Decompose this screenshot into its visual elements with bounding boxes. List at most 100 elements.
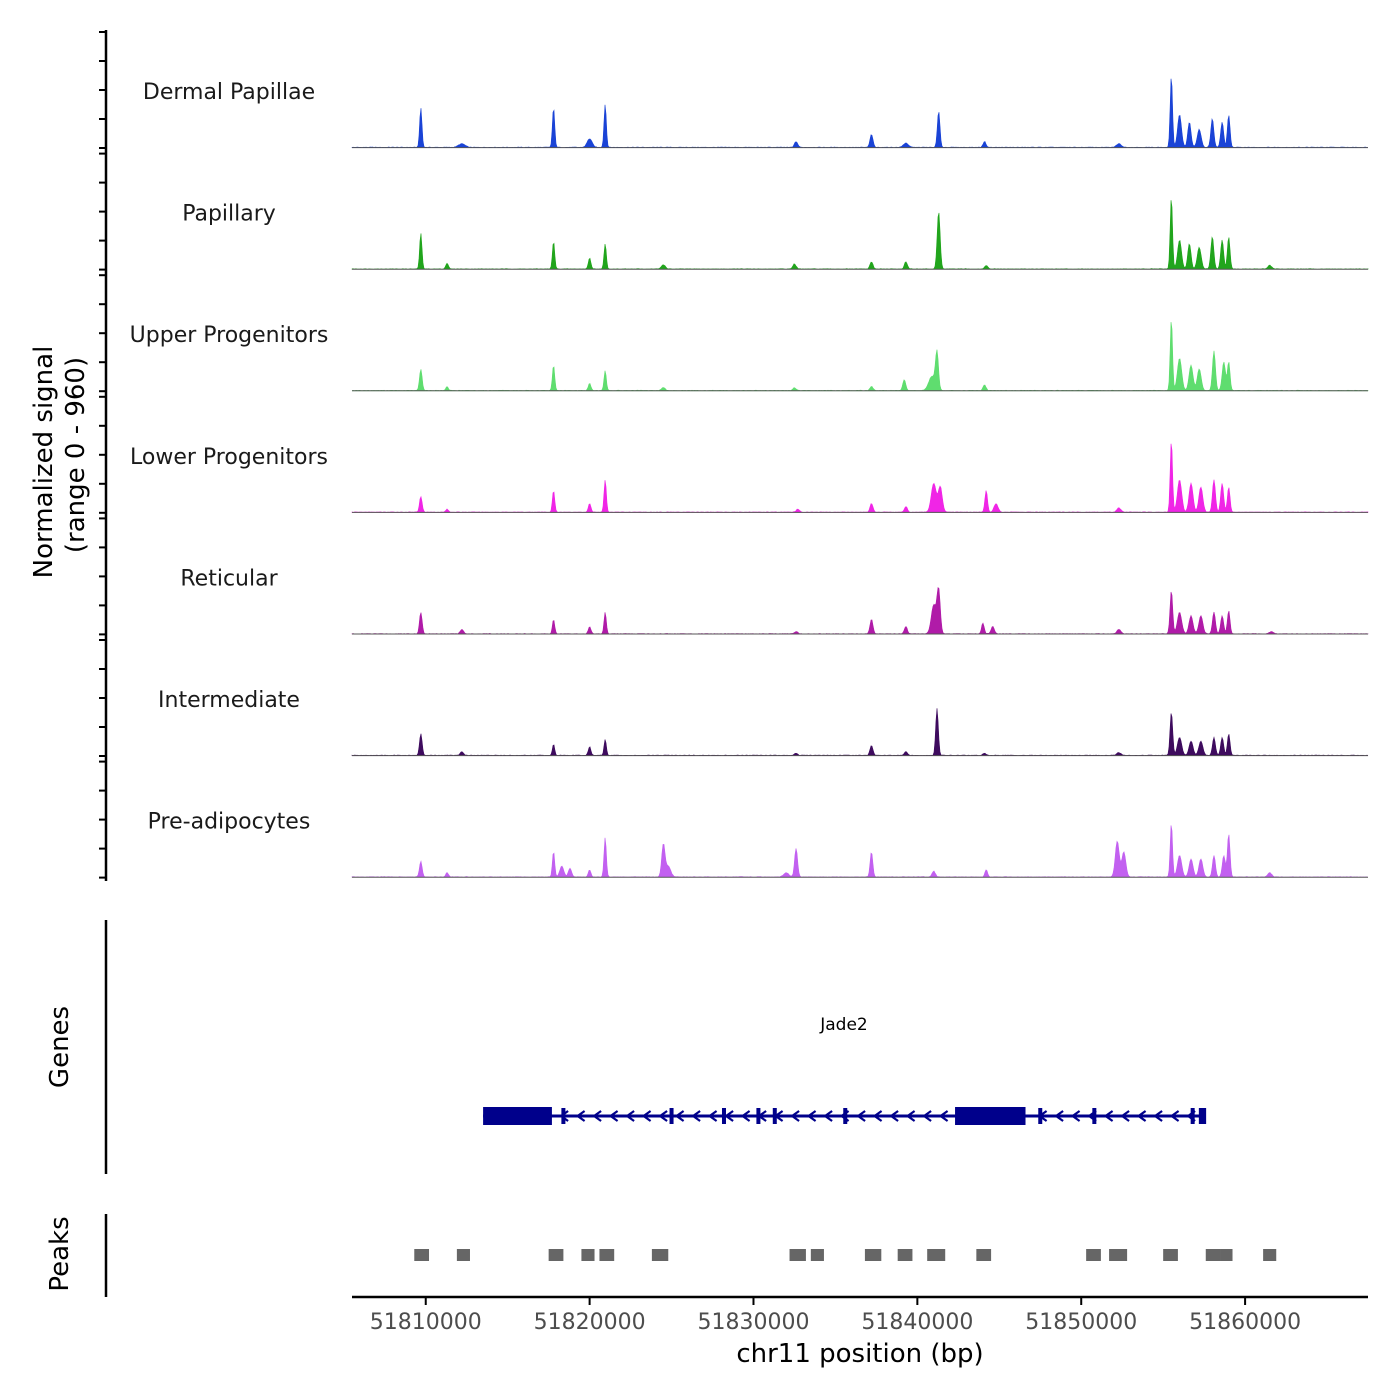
strand-arrow-icon bbox=[674, 1110, 685, 1122]
peak-region bbox=[1220, 1249, 1233, 1261]
gene-label: Jade2 bbox=[819, 1015, 868, 1035]
strand-arrow-icon bbox=[889, 1110, 899, 1122]
strand-arrow-icon bbox=[1087, 1110, 1097, 1122]
strand-arrow-icon bbox=[691, 1110, 701, 1122]
strand-arrow-icon bbox=[625, 1110, 635, 1122]
gene-exon bbox=[1092, 1108, 1097, 1124]
gene-exon bbox=[1190, 1108, 1195, 1124]
strand-arrow-icon bbox=[1186, 1110, 1196, 1122]
strand-arrow-icon bbox=[905, 1110, 916, 1122]
strand-arrow-icon bbox=[790, 1110, 800, 1122]
strand-arrow-icon bbox=[806, 1110, 817, 1122]
peak-region bbox=[789, 1249, 806, 1261]
peak-regions bbox=[414, 1249, 1277, 1261]
gene-exon bbox=[1198, 1108, 1203, 1124]
coverage-y-ticks bbox=[99, 31, 106, 879]
gene-exon bbox=[561, 1108, 566, 1124]
peak-region bbox=[810, 1249, 824, 1261]
track-dermal-papillae: Dermal Papillae bbox=[143, 78, 1368, 149]
strand-arrow-icon bbox=[1070, 1110, 1081, 1122]
peak-region bbox=[1263, 1249, 1277, 1261]
track-signal-area bbox=[351, 322, 1369, 392]
track-papillary: Papillary bbox=[182, 200, 1369, 270]
peaks-axis-title: Peaks bbox=[45, 1216, 75, 1291]
gene-coding-block bbox=[955, 1107, 1026, 1125]
strand-arrow-icon bbox=[1136, 1110, 1147, 1122]
strand-arrow-icon bbox=[856, 1110, 866, 1122]
peak-region bbox=[864, 1249, 882, 1261]
track-lower-progenitors: Lower Progenitors bbox=[130, 443, 1369, 513]
x-tick-label: 51830000 bbox=[697, 1310, 809, 1335]
track-label: Papillary bbox=[182, 202, 276, 227]
peak-region bbox=[1163, 1249, 1178, 1261]
track-label: Upper Progenitors bbox=[130, 323, 329, 348]
strand-arrow-icon bbox=[608, 1110, 619, 1122]
track-signal-area bbox=[351, 708, 1369, 756]
y-axis-title-line2: (range 0 - 960) bbox=[61, 357, 91, 553]
strand-arrow-icon bbox=[1103, 1110, 1114, 1122]
strand-arrow-icon bbox=[559, 1110, 569, 1122]
strand-arrow-icon bbox=[641, 1110, 652, 1122]
track-pre-adipocytes: Pre-adipocytes bbox=[148, 810, 1369, 878]
strand-arrow-icon bbox=[872, 1110, 883, 1122]
strand-arrow-icon bbox=[658, 1110, 668, 1122]
peak-region bbox=[1205, 1249, 1221, 1261]
strand-arrow-icon bbox=[575, 1110, 586, 1122]
track-intermediate: Intermediate bbox=[158, 688, 1369, 757]
peak-region bbox=[414, 1249, 430, 1261]
gene-exon bbox=[669, 1108, 674, 1124]
strand-arrow-icon bbox=[1120, 1110, 1130, 1122]
peak-region bbox=[548, 1249, 564, 1261]
coverage-tracks: Dermal Papillae Papillary Upper Progenitor… bbox=[130, 78, 1369, 878]
track-signal-area bbox=[351, 78, 1368, 148]
x-tick-label: 51810000 bbox=[370, 1310, 482, 1335]
strand-arrow-icon bbox=[707, 1110, 718, 1122]
gene-coding-block bbox=[483, 1107, 552, 1125]
strand-arrow-icon bbox=[1153, 1110, 1163, 1122]
peak-region bbox=[927, 1249, 946, 1261]
strand-arrow-icon bbox=[592, 1110, 602, 1122]
peak-region bbox=[1086, 1249, 1101, 1261]
strand-arrow-icon bbox=[724, 1110, 734, 1122]
strand-arrow-icon bbox=[1169, 1110, 1180, 1122]
gene-exon bbox=[1202, 1108, 1207, 1124]
strand-arrow-icon bbox=[823, 1110, 833, 1122]
track-signal-area bbox=[351, 200, 1369, 270]
genes-axis-title: Genes bbox=[45, 1006, 75, 1088]
x-tick-label: 51840000 bbox=[861, 1310, 973, 1335]
peak-region bbox=[599, 1249, 615, 1261]
peak-region bbox=[1109, 1249, 1128, 1261]
strand-arrow-icon bbox=[938, 1110, 949, 1122]
gene-exon bbox=[843, 1108, 848, 1124]
strand-arrow-icon bbox=[1054, 1110, 1064, 1122]
track-label: Dermal Papillae bbox=[143, 80, 315, 105]
strand-arrow-icon bbox=[1037, 1110, 1048, 1122]
strand-arrow-icon bbox=[922, 1110, 932, 1122]
peak-region bbox=[976, 1249, 992, 1261]
strand-arrow-icon bbox=[757, 1110, 767, 1122]
track-label: Pre-adipocytes bbox=[148, 810, 311, 835]
x-axis-title: chr11 position (bp) bbox=[736, 1339, 983, 1369]
strand-arrow-icon bbox=[773, 1110, 784, 1122]
x-tick-label: 51850000 bbox=[1025, 1310, 1137, 1335]
peak-region bbox=[581, 1249, 595, 1261]
peak-region bbox=[897, 1249, 913, 1261]
peak-region bbox=[456, 1249, 470, 1261]
x-axis-ticks: 51810000 51820000 51830000 51840000 51850000… bbox=[370, 1297, 1301, 1335]
y-axis-title-line1: Normalized signal bbox=[29, 346, 59, 579]
x-tick-label: 51820000 bbox=[534, 1310, 646, 1335]
track-signal-area bbox=[351, 586, 1369, 635]
y-axis-title: Normalized signal (range 0 - 960) bbox=[29, 346, 91, 579]
gene-model-jade2 bbox=[483, 1107, 1207, 1125]
peak-region bbox=[651, 1249, 669, 1261]
track-label: Reticular bbox=[180, 566, 278, 591]
strand-arrow-icon bbox=[839, 1110, 850, 1122]
track-reticular: Reticular bbox=[180, 566, 1369, 635]
track-label: Lower Progenitors bbox=[130, 445, 328, 470]
x-tick-label: 51860000 bbox=[1189, 1310, 1301, 1335]
track-label: Intermediate bbox=[158, 688, 300, 713]
strand-arrow-icon bbox=[740, 1110, 751, 1122]
gene-exon bbox=[721, 1108, 726, 1124]
track-upper-progenitors: Upper Progenitors bbox=[130, 322, 1369, 392]
